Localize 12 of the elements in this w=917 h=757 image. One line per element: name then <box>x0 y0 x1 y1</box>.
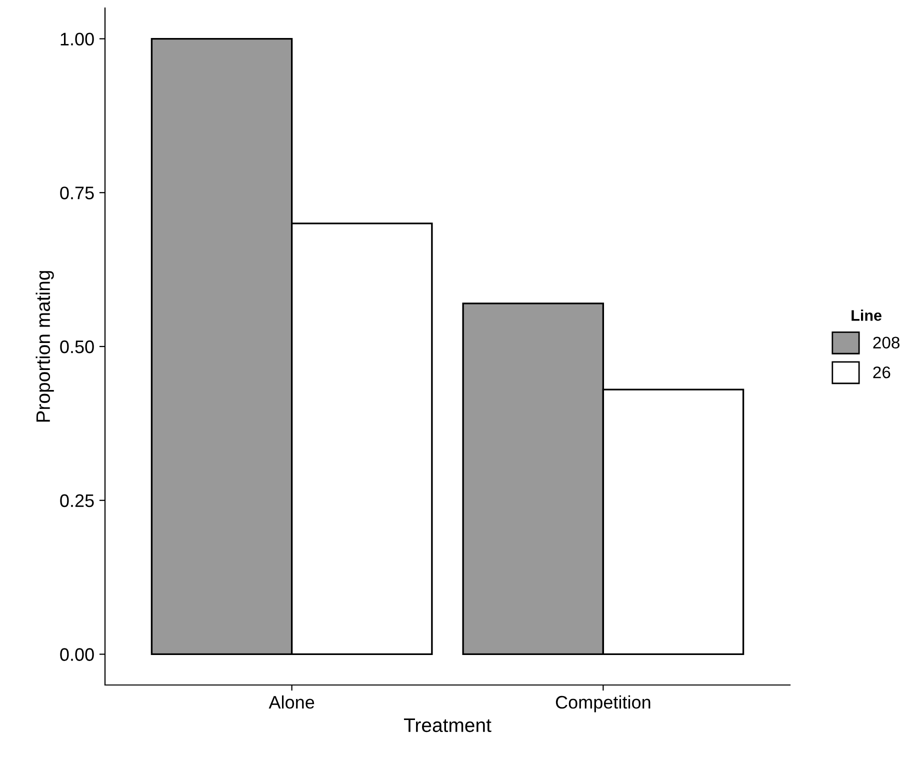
legend-label: 208 <box>873 336 900 349</box>
legend-title: Line <box>852 310 882 321</box>
y-axis-title: Proportion mating <box>36 271 54 422</box>
y-tick-label: 0.75 <box>60 186 94 200</box>
x-axis-title: Treatment <box>404 718 492 732</box>
y-tick-label: 1.00 <box>60 32 94 46</box>
y-tick-label: 0.25 <box>60 494 94 508</box>
y-tick-label: 0.00 <box>60 648 94 661</box>
x-tick-label: Competition <box>556 695 650 712</box>
legend-label: 26 <box>873 366 890 378</box>
y-tick-label: 0.50 <box>60 340 94 354</box>
x-tick-label: Alone <box>268 695 314 709</box>
